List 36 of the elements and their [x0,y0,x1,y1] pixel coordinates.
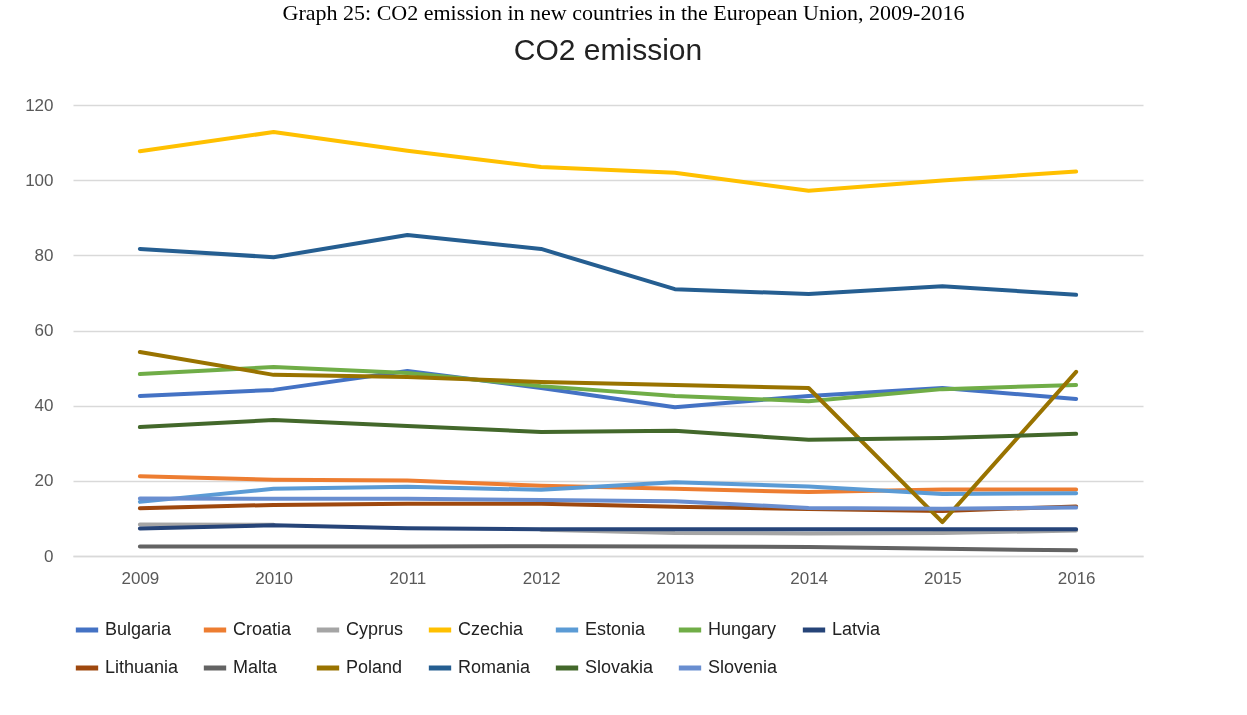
y-tick-label: 120 [25,95,54,115]
legend-label: Bulgaria [105,619,173,639]
legend-label: Slovenia [708,657,779,677]
legend-label: Cyprus [346,619,404,639]
line-series [137,233,1079,297]
legend-label: Estonia [585,619,647,639]
line-series [137,349,1079,525]
x-tick-label: 2015 [923,568,962,588]
x-tick-label: 2016 [1057,568,1096,588]
y-tick-label: 100 [25,170,54,190]
caption: Graph 25: CO2 emission in new countries in the European Union, 2009-2016 [281,0,966,26]
x-tick-label: 2013 [656,568,695,588]
legend-label: Czechia [458,619,525,639]
legend-label: Lithuania [105,657,180,677]
line-series [137,496,1079,511]
x-tick-label: 2011 [389,568,427,588]
legend-label: Poland [346,657,403,677]
line-series [137,130,1079,193]
y-tick-label: 20 [34,471,54,491]
y-tick-label: 0 [44,546,54,566]
x-tick-label: 2009 [121,568,160,588]
legend-label: Latvia [832,619,882,639]
legend-label: Malta [233,657,278,677]
legend-label: Croatia [233,619,293,639]
y-tick-label: 60 [34,321,54,340]
legend-label: Romania [458,657,532,677]
legend-label: Hungary [708,619,777,639]
legend-label: Slovakia [585,657,655,677]
x-tick-label: 2010 [255,568,294,588]
line-series [137,417,1079,442]
line-series [137,480,1079,504]
x-tick-label: 2012 [522,568,561,588]
y-tick-label: 80 [34,245,54,265]
y-tick-label: 40 [34,396,54,416]
chart-title: CO2 emission [513,33,703,66]
x-tick-label: 2014 [790,568,829,588]
